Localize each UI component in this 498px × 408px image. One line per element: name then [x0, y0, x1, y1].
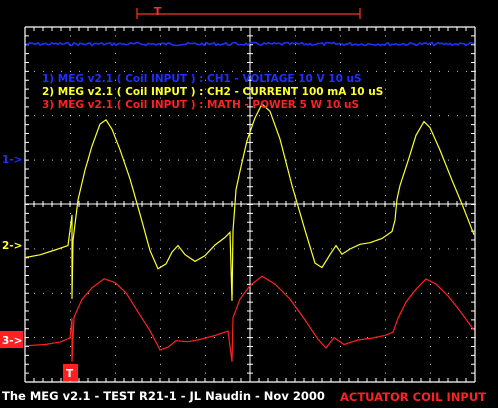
footer-title: ACTUATOR COIL INPUT	[340, 390, 486, 404]
math-power-trace	[25, 275, 475, 362]
graticule-grid	[24, 26, 476, 383]
ch1-voltage-trace	[25, 41, 475, 47]
ch2-current-trace	[25, 103, 475, 301]
math-annotation: 3) MEG v2.1 ( Coil INPUT ) : MATH - POWE…	[42, 99, 359, 111]
ch1-level-marker: 1->	[2, 154, 22, 166]
ch2-annotation: 2) MEG v2.1 ( Coil INPUT ) : CH2 - CURRE…	[42, 86, 383, 98]
footer-caption: The MEG v2.1 - TEST R21-1 - JL Naudin - …	[2, 389, 325, 403]
trigger-marker-bottom-box	[63, 364, 78, 381]
ch1-annotation: 1) MEG v2.1 ( Coil INPUT ) : CH1 - VOLTA…	[42, 73, 362, 85]
trigger-position-bracket	[136, 8, 361, 19]
trigger-marker-bottom: T	[66, 368, 74, 380]
ch3-level-marker: 3->	[2, 335, 22, 347]
trigger-marker-top: T	[154, 6, 162, 18]
ch2-level-marker: 2->	[2, 240, 22, 252]
ch3-level-marker-box	[0, 331, 23, 348]
